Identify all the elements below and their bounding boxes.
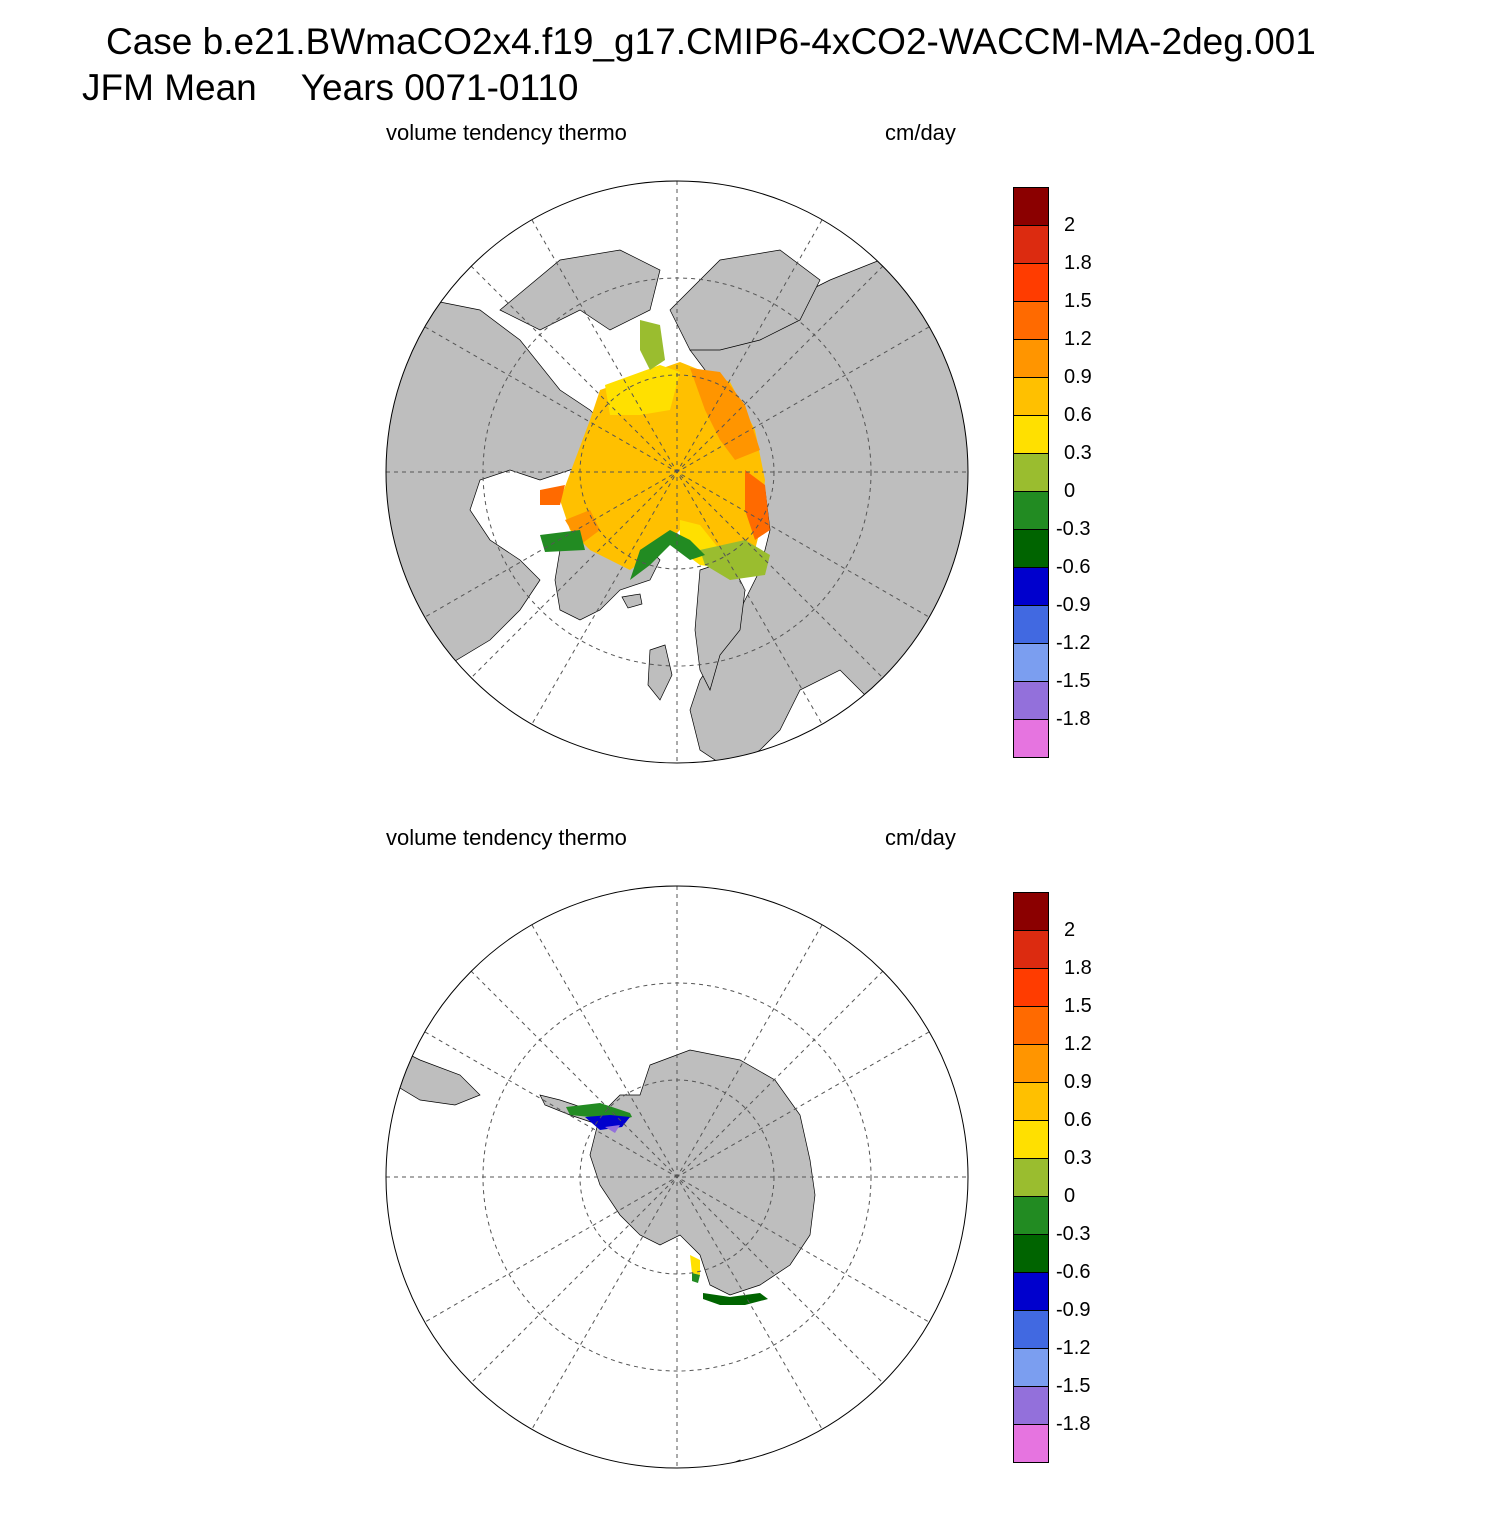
colorbar-tick-label: -1.8 [1056, 708, 1091, 730]
north-america-landmass [386, 299, 611, 671]
north-polar-map [385, 180, 969, 764]
south-map-border [385, 885, 969, 1469]
colorbar-swatch [1013, 1272, 1049, 1310]
colorbar-tick-label: 0.6 [1064, 1109, 1092, 1131]
north-ice-baffin [540, 485, 565, 505]
colorbar-tick-label: -1.8 [1056, 1413, 1091, 1435]
case-title: Case b.e21.BWmaCO2x4.f19_g17.CMIP6-4xCO2… [106, 21, 1316, 62]
colorbar-swatch [1013, 681, 1049, 719]
colorbar-tick-label: -0.3 [1056, 518, 1091, 540]
north-colorbar [1013, 187, 1049, 758]
colorbar-tick-label: 1.5 [1064, 995, 1092, 1017]
colorbar-tick-label: 0 [1064, 480, 1076, 502]
colorbar-tick-label: -0.6 [1056, 556, 1091, 578]
colorbar-tick-label: 1.8 [1064, 957, 1092, 979]
colorbar-swatch [1013, 225, 1049, 263]
variable-label: volume tendency thermo [386, 120, 627, 145]
colorbar-swatch [1013, 453, 1049, 491]
colorbar-swatch [1013, 1120, 1049, 1158]
siberia-north-landmass [669, 249, 821, 351]
colorbar-tick-label: 0.9 [1064, 1071, 1092, 1093]
north-ice-atlantic-edge [690, 368, 760, 460]
colorbar-swatch [1013, 567, 1049, 605]
north-graticule [386, 181, 968, 763]
period-title: JFM Mean Years 0071-0110 [82, 68, 579, 108]
colorbar-tick-label: -0.9 [1056, 594, 1091, 616]
colorbar-swatch [1013, 719, 1049, 758]
colorbar-swatch [1013, 968, 1049, 1006]
south-graticule [386, 886, 968, 1468]
chukotka-alaska-landmass [499, 249, 661, 331]
colorbar-tick-label: 0 [1064, 1185, 1076, 1207]
iceland-island [621, 593, 643, 609]
colorbar-swatch [1013, 1348, 1049, 1386]
colorbar-swatch [1013, 263, 1049, 301]
colorbar-swatch [1013, 643, 1049, 681]
colorbar-tick-label: -0.9 [1056, 1299, 1091, 1321]
colorbar-swatch [1013, 1424, 1049, 1463]
colorbar-swatch [1013, 377, 1049, 415]
south-ice-weddell-purple [605, 1125, 620, 1133]
south-ice-ross-positive [690, 1255, 700, 1275]
colorbar-swatch [1013, 1234, 1049, 1272]
north-map-border [385, 180, 969, 764]
colorbar-swatch [1013, 415, 1049, 453]
colorbar-tick-label: 1.2 [1064, 1033, 1092, 1055]
colorbar-tick-label: 0.6 [1064, 404, 1092, 426]
colorbar-tick-label: -0.6 [1056, 1261, 1091, 1283]
colorbar-tick-label: 2 [1064, 919, 1076, 941]
colorbar-swatch [1013, 1044, 1049, 1082]
south-sea-ice-field [566, 1103, 768, 1305]
south-ice-ross-margin [703, 1293, 768, 1305]
british-isles [647, 644, 673, 701]
colorbar-swatch [1013, 1310, 1049, 1348]
colorbar-tick-label: 1.5 [1064, 290, 1092, 312]
colorbar-tick-label: 0.3 [1064, 442, 1092, 464]
colorbar-swatch [1013, 339, 1049, 377]
antarctica-landmass [589, 1049, 816, 1296]
units-label: cm/day [885, 120, 956, 145]
season-label: JFM Mean [82, 67, 257, 108]
colorbar-tick-label: 0.9 [1064, 366, 1092, 388]
colorbar-tick-label: -1.2 [1056, 632, 1091, 654]
colorbar-tick-label: 1.2 [1064, 328, 1092, 350]
north-ice-pacific-side [605, 365, 680, 415]
north-ice-bering-margin [640, 320, 665, 370]
colorbar-tick-label: -0.3 [1056, 1223, 1091, 1245]
colorbar-swatch [1013, 187, 1049, 225]
colorbar-tick-label: 0.3 [1064, 1147, 1092, 1169]
units-label: cm/day [885, 825, 956, 850]
south-colorbar [1013, 892, 1049, 1463]
north-ice-kara-margin [700, 540, 770, 580]
colorbar-swatch [1013, 930, 1049, 968]
colorbar-swatch [1013, 1006, 1049, 1044]
north-ice-canada-edge [565, 510, 600, 545]
north-panel: volume tendency thermo cm/day [0, 110, 1500, 810]
south-panel: volume tendency thermo cm/day [0, 815, 1500, 1515]
colorbar-swatch [1013, 1386, 1049, 1424]
years-label: Years 0071-0110 [300, 67, 579, 108]
colorbar-tick-label: 1.8 [1064, 252, 1092, 274]
north-ice-barents-edge [745, 470, 770, 540]
colorbar-swatch [1013, 491, 1049, 529]
colorbar-swatch [1013, 1082, 1049, 1120]
colorbar-swatch [1013, 892, 1049, 930]
south-polar-map [385, 885, 969, 1469]
colorbar-tick-label: -1.5 [1056, 1375, 1091, 1397]
north-sea-ice-field [540, 320, 770, 580]
colorbar-tick-label: 2 [1064, 214, 1076, 236]
south-ice-ross-edge [692, 1273, 700, 1283]
colorbar-tick-label: -1.2 [1056, 1337, 1091, 1359]
north-ice-greenland-margin [630, 530, 705, 580]
colorbar-swatch [1013, 605, 1049, 643]
colorbar-swatch [1013, 529, 1049, 567]
colorbar-swatch [1013, 301, 1049, 339]
colorbar-swatch [1013, 1158, 1049, 1196]
variable-label: volume tendency thermo [386, 825, 627, 850]
colorbar-tick-label: -1.5 [1056, 670, 1091, 692]
colorbar-swatch [1013, 1196, 1049, 1234]
north-ice-labrador-margin [540, 530, 585, 552]
